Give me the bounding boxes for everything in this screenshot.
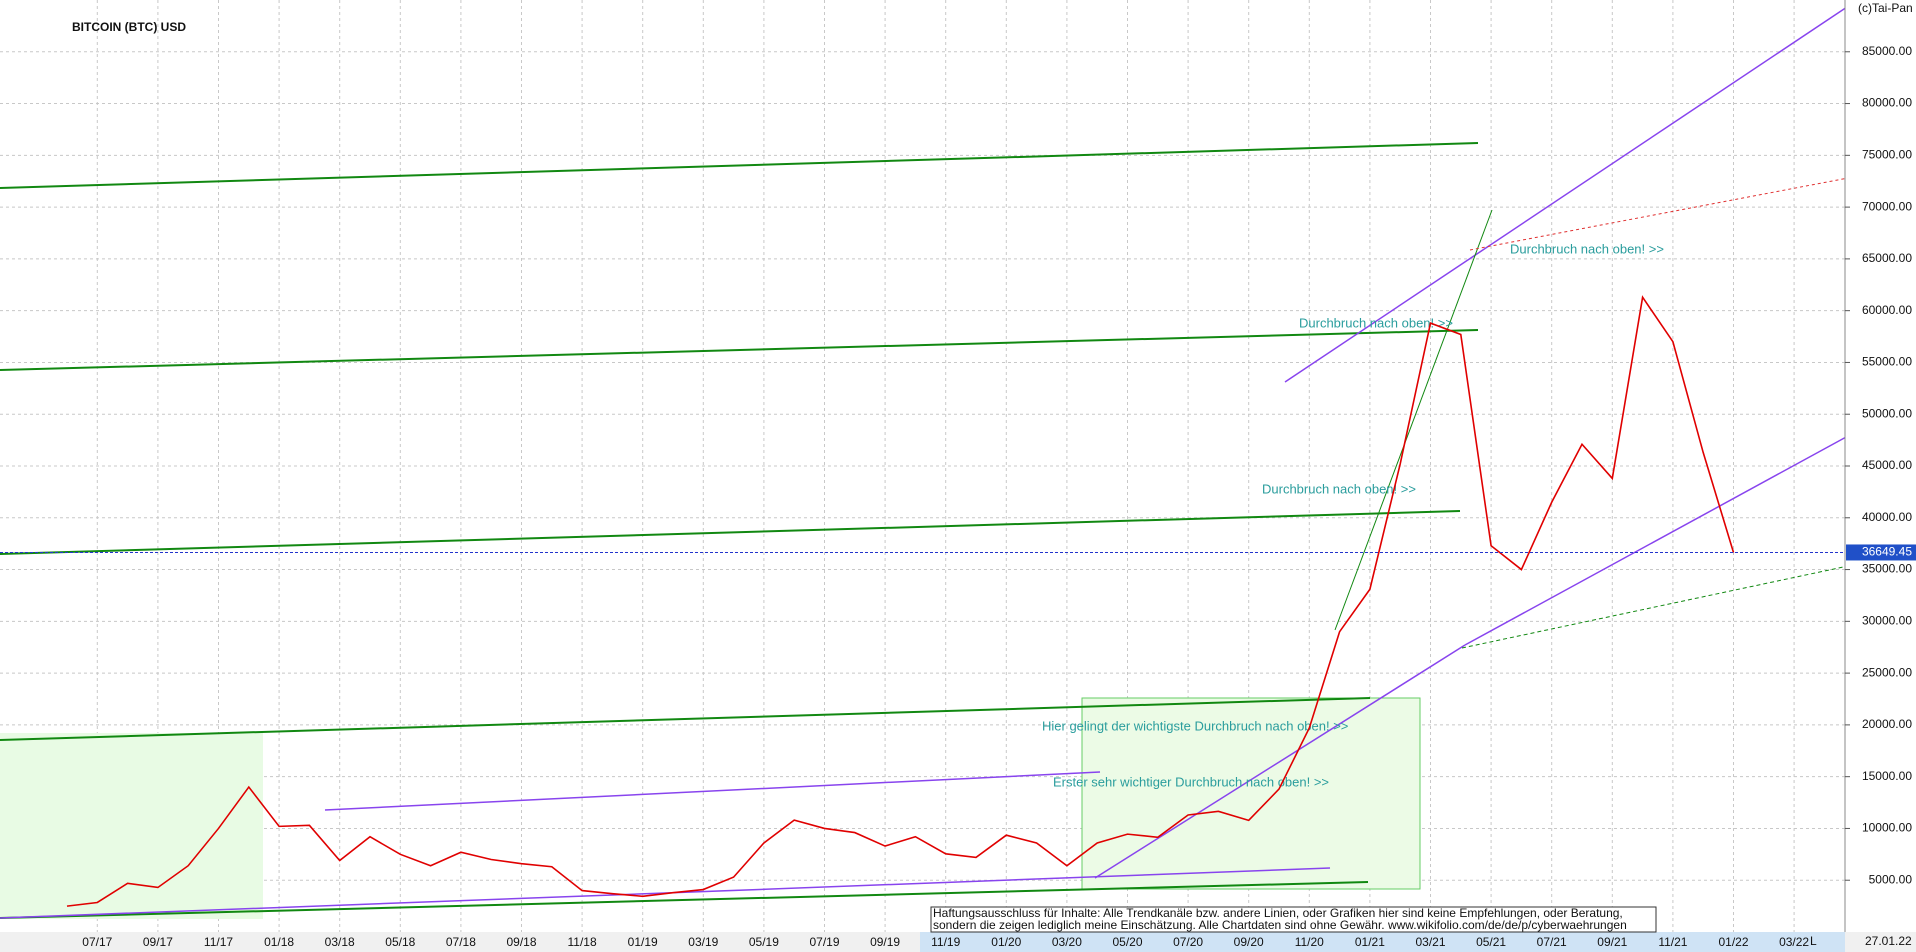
x-tick-label: 07/17	[82, 935, 112, 949]
y-tick-label: 80000.00	[1862, 96, 1912, 110]
x-tick-label: 01/21	[1355, 935, 1385, 949]
channel-line	[324, 771, 1101, 811]
y-tick-label: 5000.00	[1869, 872, 1913, 886]
x-tick-label: 01/20	[991, 935, 1021, 949]
highlight-box	[1081, 697, 1421, 890]
x-tick-label: 11/20	[1295, 935, 1324, 949]
x-tick-label: 05/18	[385, 935, 415, 949]
y-tick-label: 35000.00	[1862, 562, 1912, 576]
source: (c)Tai-Pan	[1858, 1, 1913, 15]
scale-label: L	[1810, 934, 1817, 948]
trend-line	[0, 510, 1461, 555]
y-tick-label: 75000.00	[1862, 148, 1912, 162]
x-tick-label: 01/22	[1718, 935, 1748, 949]
y-tick-label: 15000.00	[1862, 769, 1912, 783]
x-tick-label: 09/21	[1597, 935, 1627, 949]
x-tick-label: 11/18	[568, 935, 597, 949]
x-tick-label: 09/18	[506, 935, 536, 949]
x-tick-label: 07/18	[446, 935, 476, 949]
x-tick-label: 03/19	[688, 935, 718, 949]
y-tick-label: 70000.00	[1862, 199, 1912, 213]
y-tick-label: 25000.00	[1862, 665, 1912, 679]
annotation: Durchbruch nach oben! >>	[1262, 481, 1416, 496]
annotation: Erster sehr wichtiger Durchbruch nach ob…	[1053, 774, 1329, 789]
x-tick-label: 09/19	[870, 935, 900, 949]
y-tick-label: 30000.00	[1862, 614, 1912, 628]
trend-lines	[0, 4, 1851, 919]
disclaimer: Haftungsausschluss für Inhalte: Alle Tre…	[933, 906, 1623, 920]
y-tick-label: 85000.00	[1862, 44, 1912, 58]
y-tick-label: 40000.00	[1862, 510, 1912, 524]
channel-line	[1464, 435, 1849, 646]
annotation: Hier gelingt der wichtigste Durchbruch n…	[1042, 718, 1348, 733]
support-line	[1461, 565, 1849, 649]
y-tick-label: 10000.00	[1862, 821, 1912, 835]
disclaimer: sondern die zeigen lediglich meine Einsc…	[933, 918, 1627, 932]
chart-title: BITCOIN (BTC) USD	[72, 20, 186, 34]
y-tick-label: 65000.00	[1862, 251, 1912, 265]
highlight-box	[0, 733, 263, 919]
y-tick-label: 45000.00	[1862, 458, 1912, 472]
x-tick-label: 03/22	[1779, 935, 1809, 949]
trend-line	[1334, 209, 1493, 631]
x-tick-label: 03/21	[1415, 935, 1445, 949]
annotation: Durchbruch nach oben! >>	[1299, 315, 1453, 330]
x-tick-label: 07/21	[1537, 935, 1567, 949]
x-tick-label: 03/18	[325, 935, 355, 949]
x-tick-label: 05/21	[1476, 935, 1506, 949]
trend-line	[0, 329, 1479, 371]
x-tick-label: 11/19	[931, 935, 960, 949]
x-tick-label: 07/20	[1173, 935, 1203, 949]
x-tick-label: 11/17	[204, 935, 233, 949]
trend-line	[0, 881, 1369, 919]
annotation: Durchbruch nach oben! >>	[1510, 241, 1664, 256]
channel-line	[1284, 4, 1851, 383]
x-tick-label: 01/18	[264, 935, 294, 949]
x-tick-label: 11/21	[1658, 935, 1687, 949]
y-tick-label: 55000.00	[1862, 355, 1912, 369]
x-tick-label: 01/19	[628, 935, 658, 949]
trend-line	[0, 697, 1371, 741]
last-price-box	[1846, 544, 1916, 561]
disclaimer-box	[930, 906, 1657, 933]
trend-line	[0, 142, 1479, 189]
price-line	[66, 295, 1735, 907]
x-tick-label: 03/20	[1052, 935, 1082, 949]
x-tick-label: 07/19	[809, 935, 839, 949]
date: 27.01.22	[1865, 934, 1912, 948]
x-axis-highlight	[920, 932, 1845, 952]
channel-line	[1094, 644, 1466, 879]
y-tick-label: 60000.00	[1862, 303, 1912, 317]
resistance-line	[1469, 177, 1849, 251]
last-price-label: 36649.45	[1862, 545, 1912, 559]
x-tick-label: 05/20	[1112, 935, 1142, 949]
x-tick-label: 09/17	[143, 935, 173, 949]
x-tick-label: 09/20	[1234, 935, 1264, 949]
y-tick-label: 20000.00	[1862, 717, 1912, 731]
x-tick-label: 05/19	[749, 935, 779, 949]
y-tick-label: 50000.00	[1862, 406, 1912, 420]
axis-panel	[1845, 0, 1916, 952]
